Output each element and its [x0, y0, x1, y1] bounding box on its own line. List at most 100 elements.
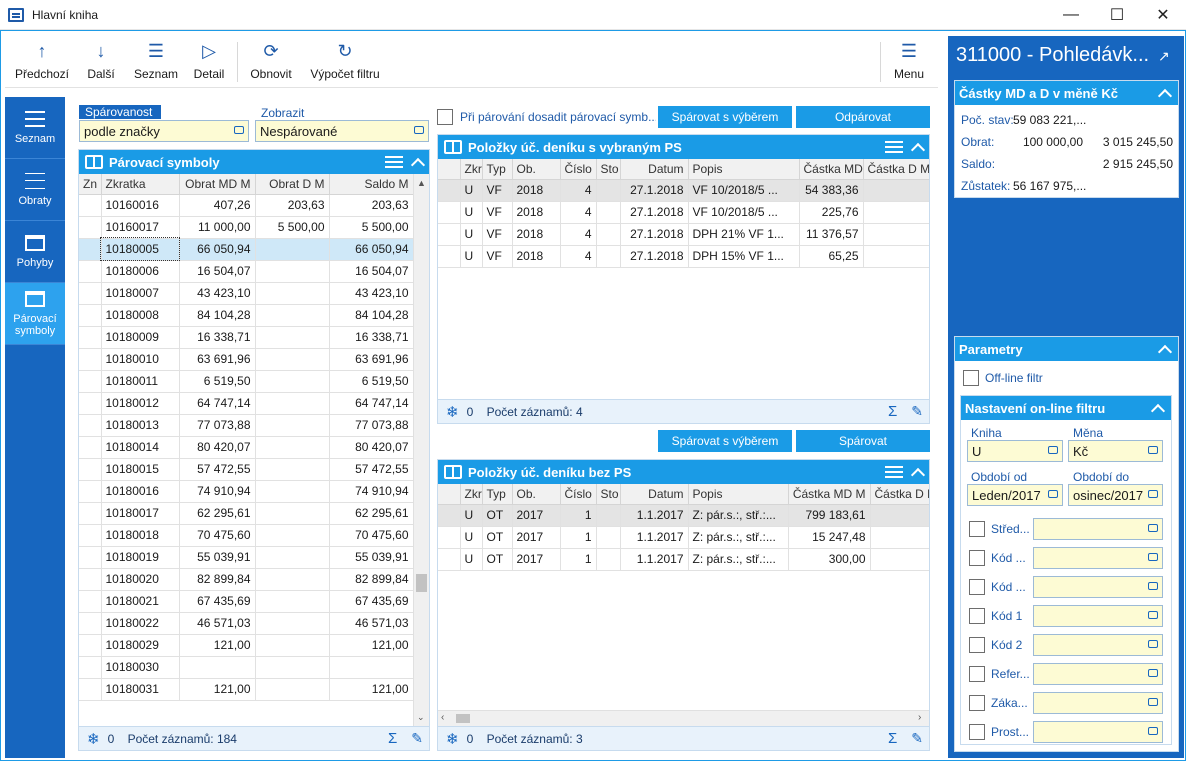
filter-row-select[interactable] — [1033, 518, 1163, 540]
filter-row-select[interactable] — [1033, 634, 1163, 656]
scroll-down-icon[interactable]: ⌄ — [417, 712, 425, 722]
filter-row-select[interactable] — [1033, 605, 1163, 627]
table-row[interactable]: U VF 2018 4 27.1.2018 DPH 15% VF 1... 65,25 — [438, 245, 929, 268]
column-header[interactable]: Saldo M — [329, 174, 414, 195]
detail-button[interactable]: ▷ Detail — [187, 36, 231, 88]
table-row[interactable]: 10180031 121,00 121,00 — [79, 678, 414, 701]
filter-row-checkbox[interactable] — [969, 695, 985, 711]
column-header[interactable]: Částka MD — [799, 159, 864, 180]
snowflake-icon[interactable]: ❄ — [446, 730, 459, 748]
filter-row-select[interactable] — [1033, 692, 1163, 714]
sum-icon[interactable]: Σ — [387, 730, 398, 747]
column-header[interactable]: Ob. — [512, 484, 561, 505]
table-row[interactable]: 10180030 — [79, 656, 414, 679]
snowflake-icon[interactable]: ❄ — [87, 730, 100, 748]
table-row[interactable]: 10180015 57 472,55 57 472,55 — [79, 458, 414, 481]
column-header[interactable]: Částka D M — [870, 484, 929, 505]
table-row[interactable]: 10180011 6 519,50 6 519,50 — [79, 370, 414, 393]
unpair-button[interactable]: Odpárovat — [796, 106, 930, 128]
nav-item-parovaci-symboly[interactable]: Párovací symboly — [5, 283, 65, 345]
scroll-left-icon[interactable]: ‹ — [441, 712, 445, 723]
next-button[interactable]: ↓ Další — [75, 36, 127, 88]
table-row[interactable]: 10180009 16 338,71 16 338,71 — [79, 326, 414, 349]
obdobi-do-select[interactable]: osinec/2017 — [1068, 484, 1163, 506]
sparovanost-select[interactable]: podle značky — [79, 120, 249, 142]
table-row[interactable]: U VF 2018 4 27.1.2018 VF 10/2018/5 ... 54 383,… — [438, 179, 929, 202]
column-header[interactable]: Zkr — [460, 484, 483, 505]
filter-row-checkbox[interactable] — [969, 637, 985, 653]
hamburger-icon[interactable] — [885, 141, 903, 153]
column-header[interactable]: Obrat D M — [255, 174, 330, 195]
pairing-checkbox[interactable] — [437, 109, 453, 125]
filter-row-select[interactable] — [1033, 721, 1163, 743]
table-row[interactable]: 10160017 11 000,00 5 500,00 5 500,00 — [79, 216, 414, 239]
collapse-icon[interactable] — [911, 466, 923, 478]
filter-calc-button[interactable]: ↻ Výpočet filtru — [305, 36, 385, 88]
kniha-select[interactable]: U — [967, 440, 1063, 462]
filter-row-checkbox[interactable] — [969, 521, 985, 537]
refresh-button[interactable]: ⟳ Obnovit — [245, 36, 297, 88]
table-row[interactable]: 10180018 70 475,60 70 475,60 — [79, 524, 414, 547]
table-row[interactable]: 10160016 407,26 203,63 203,63 — [79, 194, 414, 217]
table-row[interactable]: 10180010 63 691,96 63 691,96 — [79, 348, 414, 371]
collapse-icon[interactable] — [1158, 87, 1170, 99]
filter-row-select[interactable] — [1033, 576, 1163, 598]
scroll-right-icon[interactable]: › — [918, 712, 922, 723]
edit-icon[interactable]: ✎ — [911, 403, 923, 419]
pair-with-selection-button[interactable]: Spárovat s výběrem — [658, 106, 792, 128]
table-row[interactable]: U OT 2017 1 1.1.2017 Z: pár.s.:, stř.:... 799 … — [438, 504, 929, 527]
table-row[interactable]: 10180022 46 571,03 46 571,03 — [79, 612, 414, 635]
minimize-button[interactable]: — — [1063, 6, 1079, 23]
sum-icon[interactable]: Σ — [887, 730, 898, 747]
nav-item-seznam[interactable]: Seznam — [5, 97, 65, 159]
column-header[interactable]: Číslo — [560, 484, 597, 505]
column-header[interactable]: Zkr — [460, 159, 483, 180]
close-button[interactable]: ✕ — [1156, 7, 1170, 24]
nav-item-obraty[interactable]: Obraty — [5, 159, 65, 221]
filter-row-checkbox[interactable] — [969, 724, 985, 740]
table-row[interactable]: 10180007 43 423,10 43 423,10 — [79, 282, 414, 305]
column-header[interactable]: Popis — [688, 159, 800, 180]
table-row[interactable]: 10180021 67 435,69 67 435,69 — [79, 590, 414, 613]
edit-icon[interactable]: ✎ — [411, 730, 423, 746]
vertical-scrollbar[interactable]: ▲ ⌄ — [413, 174, 429, 726]
hamburger-icon[interactable] — [885, 466, 903, 478]
snowflake-icon[interactable]: ❄ — [446, 403, 459, 421]
column-header[interactable]: Částka MD M — [788, 484, 871, 505]
collapse-icon[interactable] — [911, 141, 923, 153]
prev-button[interactable]: ↑ Předchozí — [11, 36, 73, 88]
column-header[interactable]: Typ — [482, 484, 513, 505]
external-link-icon[interactable]: ↗ — [1158, 48, 1170, 64]
collapse-icon[interactable] — [1158, 343, 1170, 355]
scrollbar-thumb[interactable] — [416, 574, 427, 592]
collapse-icon[interactable] — [411, 156, 423, 168]
column-header[interactable]: Částka D M — [863, 159, 929, 180]
table-row[interactable]: 10180029 121,00 121,00 — [79, 634, 414, 657]
filter-row-checkbox[interactable] — [969, 666, 985, 682]
filter-row-checkbox[interactable] — [969, 608, 985, 624]
maximize-button[interactable]: ☐ — [1109, 7, 1125, 24]
column-header[interactable]: Popis — [688, 484, 789, 505]
table-row[interactable]: 10180006 16 504,07 16 504,07 — [79, 260, 414, 283]
filter-row-select[interactable] — [1033, 547, 1163, 569]
column-header[interactable]: Zkratka — [101, 174, 180, 195]
table-row[interactable]: 10180014 80 420,07 80 420,07 — [79, 436, 414, 459]
column-header[interactable]: Obrat MD M — [179, 174, 256, 195]
column-header[interactable]: Číslo — [560, 159, 597, 180]
table-row[interactable]: 10180017 62 295,61 62 295,61 — [79, 502, 414, 525]
sum-icon[interactable]: Σ — [887, 403, 898, 420]
mena-select[interactable]: Kč — [1068, 440, 1163, 462]
hamburger-icon[interactable] — [385, 156, 403, 168]
table-row[interactable]: U OT 2017 1 1.1.2017 Z: pár.s.:, stř.:... 15 2… — [438, 526, 929, 549]
filter-row-checkbox[interactable] — [969, 550, 985, 566]
table-row[interactable]: 10180019 55 039,91 55 039,91 — [79, 546, 414, 569]
column-header[interactable]: Ob. — [512, 159, 561, 180]
offline-filter-checkbox[interactable] — [963, 370, 979, 386]
table-row[interactable]: 10180020 82 899,84 82 899,84 — [79, 568, 414, 591]
column-header[interactable]: Typ — [482, 159, 513, 180]
table-row[interactable]: U VF 2018 4 27.1.2018 DPH 21% VF 1... 11 376,5… — [438, 223, 929, 246]
obdobi-od-select[interactable]: Leden/2017 — [967, 484, 1063, 506]
column-header[interactable]: Datum — [620, 159, 689, 180]
list-button[interactable]: ☰ Seznam — [129, 36, 183, 88]
menu-button[interactable]: ☰ Menu — [885, 36, 933, 88]
